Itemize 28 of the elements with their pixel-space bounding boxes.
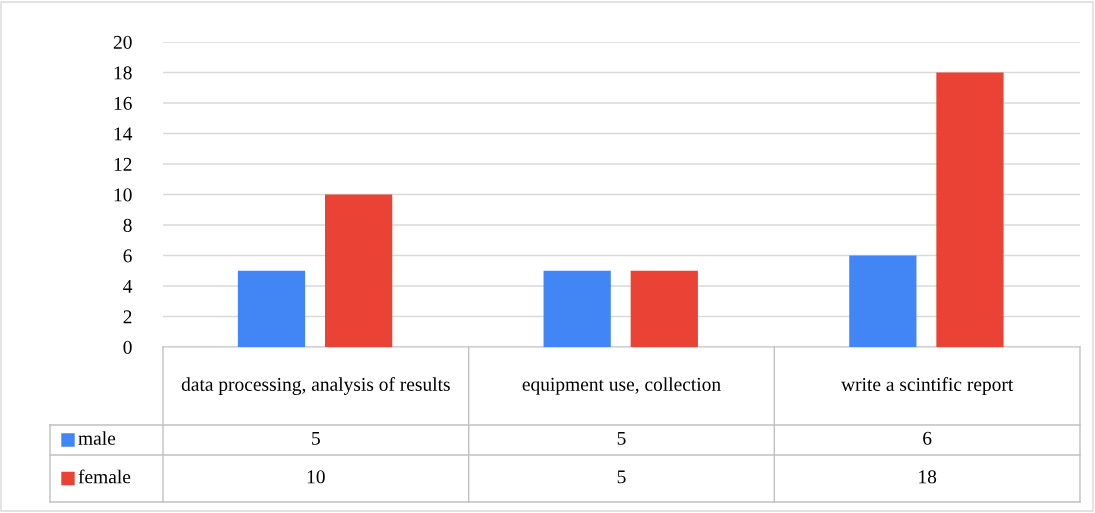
y-tick-label: 2 [123, 310, 132, 324]
y-tick-label: 12 [114, 157, 132, 171]
x-tick-label: write a scintific report [841, 377, 1014, 395]
data-label: 5 [312, 431, 320, 445]
x-tick-label: data processing, analysis of results [181, 377, 450, 395]
bar [936, 72, 1004, 347]
y-tick-label: 10 [114, 188, 132, 202]
y-tick-label: 6 [123, 249, 132, 263]
data-label: 10 [307, 470, 325, 484]
y-tick-label: 8 [123, 218, 132, 232]
y-tick-label: 14 [114, 127, 133, 141]
y-tick-label: 16 [114, 96, 132, 110]
bar [237, 270, 306, 347]
y-tick-label: 4 [123, 279, 133, 293]
data-label: 5 [617, 431, 626, 445]
bar [325, 194, 393, 347]
data-label: 18 [919, 470, 937, 484]
legend-label: female [78, 469, 131, 484]
data-label: 6 [923, 431, 932, 445]
data-label: 5 [617, 470, 626, 484]
y-tick-label: 18 [114, 66, 132, 80]
y-tick-label: 20 [113, 35, 132, 49]
x-tick-label: equipment use, collection [522, 377, 721, 395]
legend-label: male [78, 431, 116, 445]
bar [543, 270, 611, 347]
y-tick-label: 0 [123, 340, 132, 354]
bar [630, 270, 698, 347]
bar [849, 255, 917, 347]
